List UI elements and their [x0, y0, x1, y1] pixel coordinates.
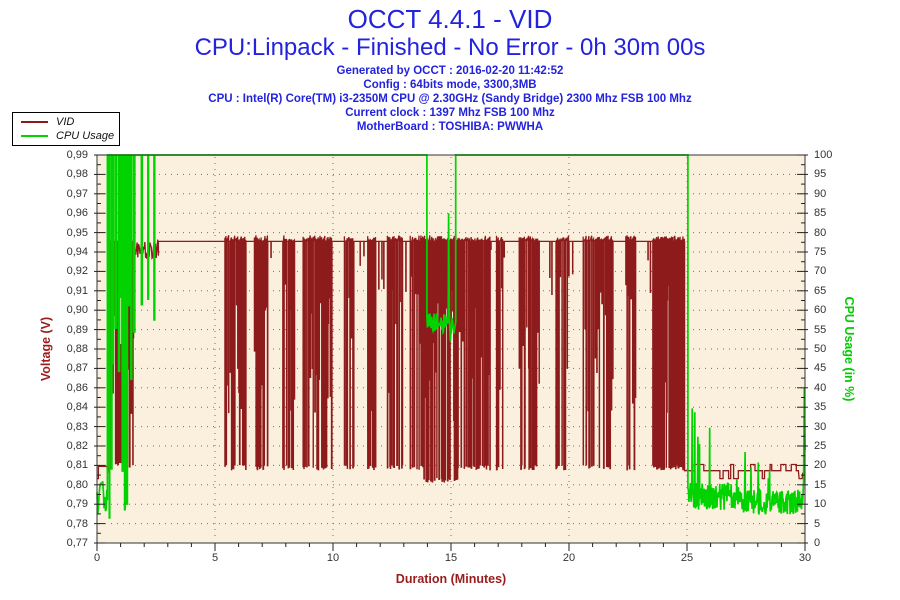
legend-item-cpu-usage: CPU Usage [13, 129, 119, 143]
right-axis-tick-100: 100 [814, 149, 833, 161]
right-axis-tick-5: 5 [814, 517, 821, 530]
right-axis-tick-45: 45 [814, 362, 827, 375]
left-axis-tick-0,99: 0,99 [66, 149, 88, 161]
right-axis-tick-0: 0 [814, 537, 821, 549]
left-axis-tick-0,84: 0,84 [66, 401, 88, 414]
vid-line-swatch [21, 121, 48, 123]
page-subtitle: CPU:Linpack - Finished - No Error - 0h 3… [194, 34, 706, 61]
right-axis-tick-60: 60 [814, 304, 827, 317]
series-vid [97, 235, 805, 483]
x-axis-tick-10: 10 [326, 552, 340, 564]
left-axis-tick-0,94: 0,94 [66, 246, 88, 258]
right-axis-tick-30: 30 [814, 420, 827, 433]
right-axis-tick-70: 70 [814, 265, 827, 278]
right-axis-tick-80: 80 [814, 226, 827, 239]
left-axis-tick-0,77: 0,77 [66, 537, 88, 549]
right-axis-tick-85: 85 [814, 207, 827, 220]
right-axis-tick-40: 40 [814, 381, 827, 394]
page-title: OCCT 4.4.1 - VID [347, 4, 553, 34]
chart-legend: VID CPU Usage [12, 112, 120, 146]
left-axis-tick-0,98: 0,98 [66, 168, 88, 181]
right-axis-tick-20: 20 [814, 459, 827, 472]
x-axis-tick-30: 30 [798, 552, 812, 564]
right-axis-tick-10: 10 [814, 498, 827, 511]
x-axis-tick-5: 5 [211, 552, 219, 564]
info-motherboard: MotherBoard : TOSHIBA: PWWHA [356, 121, 544, 133]
cpu-usage-line-swatch [21, 135, 48, 137]
x-axis-tick-0: 0 [93, 552, 101, 564]
series-cpu-usage [96, 154, 806, 519]
left-axis-tick-0,97: 0,97 [66, 187, 88, 200]
left-axis-tick-0,88: 0,88 [66, 343, 88, 355]
info-cpu: CPU : Intel(R) Core(TM) i3-2350M CPU @ 2… [208, 93, 692, 105]
legend-item-vid: VID [13, 115, 119, 129]
left-axis-title: Voltage (V) [39, 316, 53, 382]
left-axis-tick-0,96: 0,96 [66, 207, 88, 220]
left-axis-tick-0,81: 0,81 [66, 459, 88, 472]
x-axis-tick-25: 25 [680, 552, 694, 564]
left-axis-tick-0,83: 0,83 [66, 420, 88, 433]
right-axis-tick-75: 75 [814, 246, 827, 258]
left-axis-tick-0,86: 0,86 [66, 381, 88, 394]
right-axis-title: CPU Usage (in %) [842, 296, 856, 402]
legend-label-vid: VID [56, 116, 75, 128]
left-axis-tick-0,95: 0,95 [66, 226, 88, 239]
right-axis-tick-90: 90 [814, 187, 827, 200]
right-axis-tick-15: 15 [814, 478, 827, 491]
right-axis-tick-50: 50 [814, 343, 827, 355]
left-axis-tick-0,78: 0,78 [66, 517, 88, 530]
left-axis-tick-0,92: 0,92 [66, 265, 88, 278]
left-axis-tick-0,91: 0,91 [66, 284, 88, 297]
left-axis-tick-0,87: 0,87 [66, 362, 88, 375]
left-axis-tick-0,79: 0,79 [66, 498, 88, 511]
info-clock: Current clock : 1397 Mhz FSB 100 Mhz [345, 107, 555, 119]
left-axis-tick-0,82: 0,82 [66, 440, 88, 452]
right-axis-tick-95: 95 [814, 168, 827, 181]
right-axis-tick-35: 35 [814, 401, 827, 414]
legend-label-cpu-usage: CPU Usage [56, 130, 115, 142]
info-generated: Generated by OCCT : 2016-02-20 11:42:52 [336, 65, 564, 77]
left-axis-tick-0,89: 0,89 [66, 323, 88, 336]
x-axis-tick-20: 20 [562, 552, 576, 564]
info-config: Config : 64bits mode, 3300,3MB [363, 79, 537, 91]
x-axis-title: Duration (Minutes) [395, 572, 507, 586]
right-axis-tick-55: 55 [814, 323, 827, 336]
right-axis-tick-25: 25 [814, 440, 827, 452]
x-axis-tick-15: 15 [444, 552, 458, 564]
left-axis-tick-0,90: 0,90 [66, 304, 88, 317]
left-axis-tick-0,80: 0,80 [66, 478, 88, 491]
right-axis-tick-65: 65 [814, 284, 827, 297]
